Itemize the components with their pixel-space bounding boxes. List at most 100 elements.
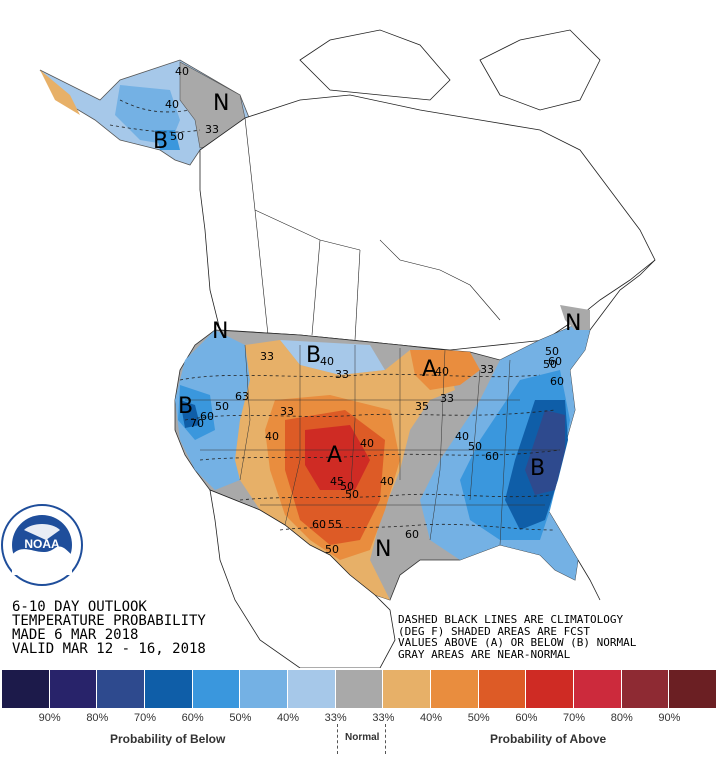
legend-divider-left (337, 724, 338, 754)
legend-swatch (431, 670, 479, 708)
contour-label: 60 (550, 375, 564, 388)
legend-tick-label: 60% (181, 712, 204, 724)
notes-line-2: (DEG F) SHADED AREAS ARE FCST (398, 625, 590, 638)
legend-tick-label: 90% (38, 712, 61, 724)
contour-label: 60 (405, 528, 419, 541)
legend-tick-label: 80% (86, 712, 109, 724)
notes-line-3: VALUES ABOVE (A) OR BELOW (B) NORMAL (398, 636, 637, 649)
contour-label: 33 (335, 368, 349, 381)
title-line-1: 6-10 DAY OUTLOOK (12, 599, 147, 615)
legend-tick-label: 90% (658, 712, 681, 724)
legend-swatch (240, 670, 289, 708)
title-line-4: VALID MAR 12 - 16, 2018 (12, 641, 206, 657)
notes-line-1: DASHED BLACK LINES ARE CLIMATOLOGY (398, 613, 624, 626)
legend-tick-label: 33% (372, 712, 395, 724)
legend-swatch (574, 670, 622, 708)
normal-letter-alaska: N (213, 91, 229, 116)
legend-swatch (478, 670, 527, 708)
legend-caption-normal: Normal (345, 732, 380, 743)
contour-label: 33 (280, 405, 294, 418)
contour-label: 70 (190, 417, 204, 430)
legend-swatch (526, 670, 575, 708)
contour-label: 60 (548, 355, 562, 368)
legend-divider-right (385, 724, 386, 754)
contour-label: 60 (312, 518, 326, 531)
below-letter-west: B (178, 394, 193, 419)
contour-label: 33 (205, 123, 219, 136)
legend-tick-label: 80% (610, 712, 633, 724)
legend-swatch (192, 670, 241, 708)
normal-letter-northeast: N (565, 311, 581, 336)
state-boundaries (185, 344, 560, 546)
legend-swatch (145, 670, 193, 708)
contour-labels: 40 50 33 33 40 50 60 70 40 33 33 40 50 6… (165, 65, 564, 556)
legend-swatch (2, 670, 50, 708)
contour-label: 60 (200, 410, 214, 423)
contour-label: 35 (415, 400, 429, 413)
title-block: 6-10 DAY OUTLOOK TEMPERATURE PROBABILITY… (12, 599, 206, 657)
above-letter-greatlakes: A (422, 357, 437, 382)
legend-swatch (383, 670, 432, 708)
noaa-logo-text: NOAA (24, 537, 60, 551)
contour-label: 40 (320, 355, 334, 368)
contour-label: 50 (325, 543, 339, 556)
legend-tick-label: 50% (229, 712, 252, 724)
legend-tick-label: 50% (467, 712, 490, 724)
contour-label: 40 (175, 65, 189, 78)
legend-swatch (49, 670, 98, 708)
alaska-region (39, 59, 251, 166)
contour-label: 33 (440, 392, 454, 405)
normal-letter-texas: N (375, 537, 391, 562)
canada-provinces (244, 117, 501, 341)
outlook-map: 40 50 33 33 40 50 60 70 40 33 33 40 50 6… (1, 29, 656, 668)
legend-tick-label: 40% (420, 712, 443, 724)
contour-label: 55 (328, 518, 342, 531)
contour-label: 40 (435, 365, 449, 378)
contour-label: 63 (235, 390, 249, 403)
mexico-region (209, 489, 396, 668)
contour-label: 33 (480, 363, 494, 376)
contour-label: 50 (340, 480, 354, 493)
legend-tick-label: 60% (515, 712, 538, 724)
contour-label: 40 (360, 437, 374, 450)
normal-letter-northwest: N (212, 319, 228, 344)
region-letters: B N N B A B A N B N (153, 91, 581, 562)
canada-region (199, 29, 656, 351)
legend-swatch (669, 670, 718, 708)
contour-label: 40 (265, 430, 279, 443)
below-letter-southeast: B (530, 456, 545, 481)
contour-label: 50 (215, 400, 229, 413)
legend-caption-below: Probability of Below (110, 732, 226, 746)
legend-tick-label: 70% (133, 712, 157, 724)
legend-swatch (621, 670, 670, 708)
legend-swatch (288, 670, 336, 708)
title-line-2: TEMPERATURE PROBABILITY (12, 613, 206, 629)
title-line-3: MADE 6 MAR 2018 (12, 627, 138, 643)
contour-label: 60 (485, 450, 499, 463)
contour-label: 33 (260, 350, 274, 363)
legend-swatch (335, 670, 384, 708)
contour-label: 40 (380, 475, 394, 488)
noaa-logo: NOAA (1, 504, 83, 586)
notes-line-4: GRAY AREAS ARE NEAR-NORMAL (398, 648, 571, 661)
legend-tick-label: 33% (324, 712, 347, 724)
notes-block: DASHED BLACK LINES ARE CLIMATOLOGY (DEG … (398, 613, 637, 661)
above-letter-plains: A (327, 443, 342, 468)
contour-label: 50 (543, 358, 557, 371)
contour-label: 50 (345, 488, 359, 501)
legend-caption-above: Probability of Above (490, 732, 607, 746)
coastlines (577, 259, 656, 601)
legend-ticks: 90% 80% 70% 60% 50% 40% 33% 33% 40% 50% 60% 70% 80% 9… (2, 708, 717, 728)
below-letter-alaska: B (153, 129, 168, 154)
legend-tick-label: 40% (277, 712, 300, 724)
legend-tick-label: 70% (563, 712, 586, 724)
contour-label: 50 (545, 345, 559, 358)
contour-label: 50 (170, 130, 184, 143)
contour-label: 50 (468, 440, 482, 453)
legend-swatch (97, 670, 146, 708)
contour-label: 40 (165, 98, 179, 111)
below-letter-northplains: B (306, 343, 321, 368)
contour-label: 40 (455, 430, 469, 443)
legend-color-bar (2, 670, 718, 708)
climatology-lines (109, 99, 561, 531)
